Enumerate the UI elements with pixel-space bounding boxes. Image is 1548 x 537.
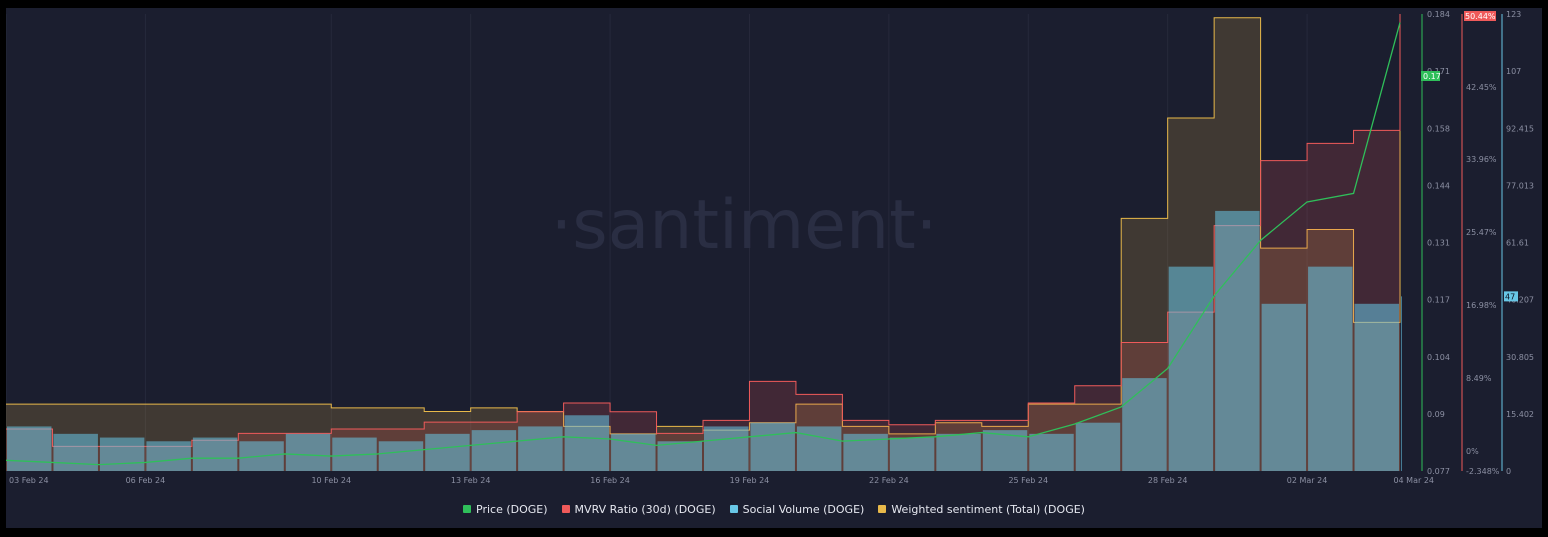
price-tick-label: 0.104: [1427, 353, 1450, 362]
social-volume-bar: [796, 426, 842, 471]
price-tick-label: 0.158: [1427, 124, 1450, 133]
mvrv-current-badge: [1464, 11, 1496, 21]
social-volume-bar: [564, 415, 610, 471]
mvrv-series-area: [6, 14, 1400, 471]
legend-item-sentiment[interactable]: Weighted sentiment (Total) (DOGE): [878, 503, 1085, 516]
legend-label-sentiment: Weighted sentiment (Total) (DOGE): [891, 502, 1085, 516]
mvrv-tick-label: 25.47%: [1466, 228, 1497, 237]
x-tick-label: 02 Mar 24: [1287, 476, 1328, 485]
social-volume-bar: [378, 441, 424, 471]
axes-layer: 03 Feb 24 06 Feb 24 10 Feb 24 13 Feb 24 16 F…: [9, 10, 1534, 485]
legend-item-social-volume[interactable]: Social Volume (DOGE): [729, 502, 865, 516]
mvrv-tick-label: 0%: [1466, 447, 1479, 456]
social-tick-label: 30.805: [1506, 353, 1534, 362]
social-volume-bar: [704, 426, 749, 471]
x-tick-label: 22 Feb 24: [869, 476, 909, 485]
price-tick-label: 0.144: [1427, 181, 1450, 190]
x-tick-label: 13 Feb 24: [451, 476, 491, 485]
price-layer: [6, 22, 1401, 466]
mvrv-tick-label: 42.45%: [1466, 83, 1497, 92]
social-tick-label: 0: [1506, 467, 1511, 476]
price-tick-label: 0.184: [1427, 10, 1450, 19]
social-tick-label: 123: [1506, 10, 1521, 19]
legend-swatch-price: [463, 505, 472, 513]
social-volume-bar: [1354, 303, 1399, 471]
mvrv-series-line: [6, 14, 1401, 447]
mvrv-current-label: 50.44%: [1465, 12, 1496, 21]
social-volume-bar: [192, 437, 238, 471]
chart-canvas: ·santiment· 03 Feb 24 06 Feb 24 10 Feb 24 1…: [6, 10, 1534, 485]
social-volume-bar: [471, 430, 517, 471]
chart-legend: Price (DOGE) MVRV Ratio (30d) (DOGE) Soc…: [0, 500, 1548, 518]
social-tick-label: 92.415: [1506, 124, 1534, 133]
mvrv-tick-label: 33.96%: [1466, 155, 1497, 164]
mvrv-tick-label: 16.98%: [1466, 301, 1497, 310]
social-volume-bar: [982, 430, 1028, 471]
social-volume-bar: [99, 437, 145, 471]
social-tick-label: 77.013: [1506, 181, 1534, 190]
social-current-badge: [1504, 291, 1518, 302]
x-tick-label: 10 Feb 24: [311, 476, 351, 485]
legend-label-social-volume: Social Volume (DOGE): [742, 502, 865, 516]
social-volume-bar: [285, 433, 331, 471]
x-tick-label: 28 Feb 24: [1148, 476, 1188, 485]
social-volume-bar: [53, 433, 98, 471]
social-volume-bar: [1215, 210, 1260, 471]
legend-label-mvrv: MVRV Ratio (30d) (DOGE): [574, 502, 716, 516]
social-volume-bar: [889, 437, 935, 471]
social-volume-bar: [936, 433, 981, 471]
price-current-badge: [1421, 71, 1440, 81]
social-volume-bar: [1261, 303, 1307, 471]
mvrv-layer: [6, 14, 1401, 471]
social-volume-bar: [657, 441, 702, 471]
social-volume-layer: [7, 210, 1402, 471]
social-volume-bar: [146, 441, 191, 471]
social-volume-bar: [425, 433, 470, 471]
social-volume-bar: [1168, 266, 1214, 471]
legend-label-price: Price (DOGE): [476, 502, 548, 516]
x-tick-label: 03 Feb 24: [9, 476, 49, 485]
sentiment-layer: [6, 17, 1401, 471]
sentiment-series-line: [6, 17, 1401, 435]
x-tick-label: 16 Feb 24: [590, 476, 630, 485]
watermark: ·santiment·: [551, 186, 938, 265]
price-tick-label: 0.131: [1427, 239, 1450, 248]
social-volume-bar: [1308, 266, 1353, 471]
x-tick-label: 25 Feb 24: [1008, 476, 1048, 485]
price-tick-label: 0.09: [1427, 410, 1445, 419]
social-tick-label: 61.61: [1506, 239, 1529, 248]
x-tick-label: 04 Mar 24: [1393, 476, 1434, 485]
social-volume-bar: [518, 426, 563, 471]
mvrv-tick-label: -2.348%: [1466, 467, 1500, 476]
social-current-label: 47: [1505, 292, 1515, 301]
social-tick-label: 107: [1506, 67, 1521, 76]
social-volume-bar: [7, 426, 52, 471]
x-tick-label: 19 Feb 24: [730, 476, 770, 485]
social-volume-bar: [1122, 378, 1167, 471]
mvrv-tick-label: 8.49%: [1466, 374, 1492, 383]
social-tick-label: 46.207: [1506, 296, 1534, 305]
social-tick-label: 15.402: [1506, 410, 1534, 419]
price-tick-label: 0.117: [1427, 296, 1450, 305]
legend-swatch-social-volume: [729, 505, 738, 513]
social-volume-bar: [1029, 433, 1074, 471]
legend-swatch-mvrv: [561, 505, 570, 513]
legend-swatch-sentiment: [878, 505, 887, 513]
legend-item-mvrv[interactable]: MVRV Ratio (30d) (DOGE): [561, 502, 716, 516]
price-tick-label: 0.077: [1427, 467, 1450, 476]
social-volume-bar: [750, 422, 795, 471]
price-current-label: 0.17: [1423, 72, 1441, 81]
legend-item-price[interactable]: Price (DOGE): [463, 503, 548, 516]
social-volume-bar: [1401, 296, 1402, 471]
social-volume-bar: [1075, 422, 1121, 471]
x-tick-label: 06 Feb 24: [126, 476, 166, 485]
chart-frame: ·santiment· 03 Feb 24 06 Feb 24 10 Feb 24 1…: [6, 8, 1542, 528]
